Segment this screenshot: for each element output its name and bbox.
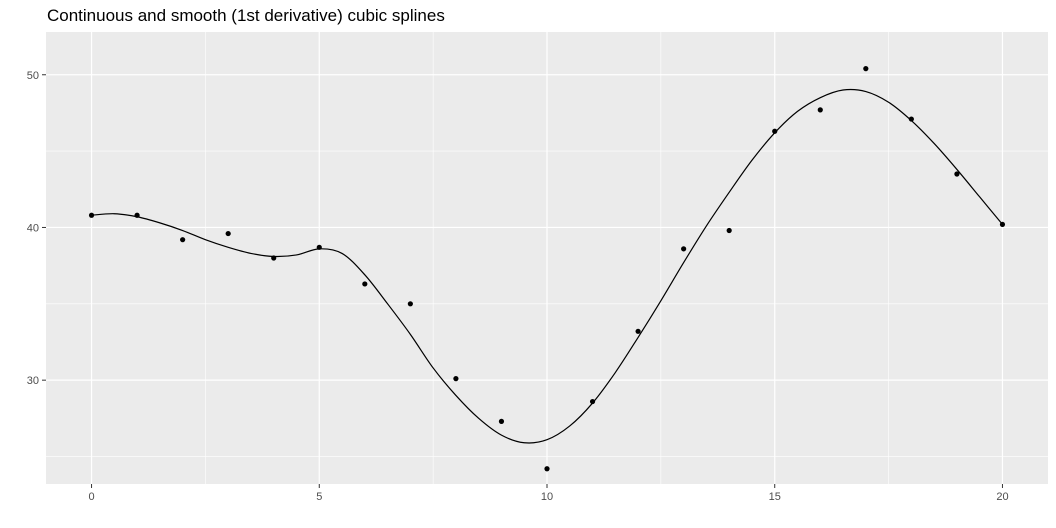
data-point [407,301,413,307]
data-point [954,171,960,177]
x-tick-label: 0 [88,491,94,503]
data-point [453,376,459,382]
y-tick-label: 40 [27,222,39,234]
data-point [681,246,687,252]
x-tick-label: 20 [996,491,1008,503]
data-point [180,237,186,243]
data-point [908,116,914,122]
data-point [817,107,823,113]
data-point [362,281,368,287]
y-tick-label: 50 [27,70,39,82]
chart-title: Continuous and smooth (1st derivative) c… [47,6,445,25]
data-points [88,66,1006,472]
x-tick-label: 5 [316,491,322,503]
data-point [544,466,550,472]
data-point [589,398,596,405]
x-tick-label: 10 [541,491,553,503]
data-point [88,212,95,218]
x-tick-label: 15 [769,491,781,503]
data-point [498,418,505,424]
x-axis: 0 5 10 15 20 [88,484,1009,503]
data-point [134,212,140,218]
major-gridlines [46,32,1048,484]
data-point [999,221,1006,228]
data-point [316,244,322,250]
data-point [635,328,641,334]
data-point [271,255,277,261]
spline-curve [91,88,1003,444]
data-point [863,66,869,72]
data-point [225,230,231,237]
y-tick-label: 30 [27,375,39,387]
data-point [726,227,732,234]
data-point [772,128,778,134]
y-axis: 30 40 50 [27,70,46,387]
